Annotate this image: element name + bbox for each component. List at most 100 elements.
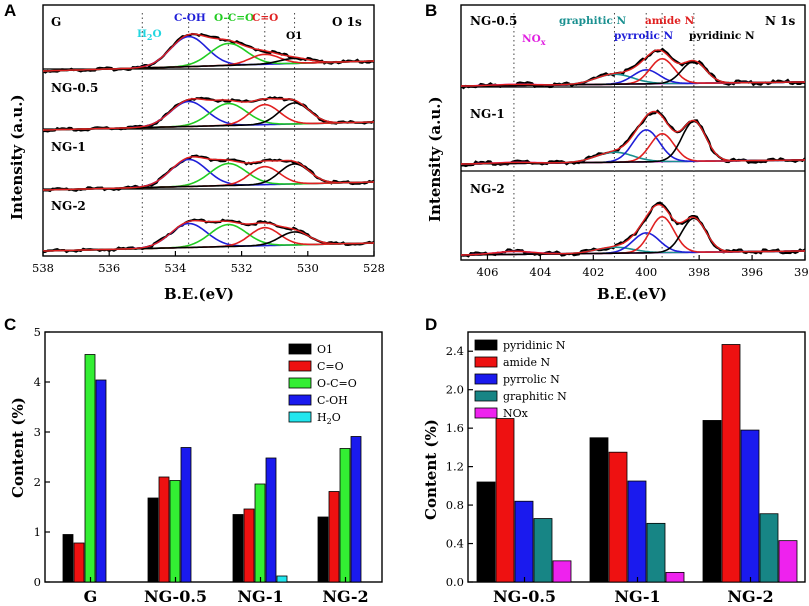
c-ytick-label-1: 1 (34, 525, 41, 539)
b-xtick-label-398: 398 (688, 265, 710, 279)
c-ytick-label-3: 3 (34, 425, 41, 439)
d-bar-amide-n-ng-2 (721, 344, 741, 583)
panel-b: B 406 404 402 400 398 396 394 NG-0.5 NG-1 NG-2… (425, 1, 809, 303)
d-legend-label-nox: NOx (503, 407, 529, 420)
b-peak-label-pyrrolic: pyrrolic N (614, 30, 674, 42)
a-peak-label-o1: O1 (286, 30, 302, 42)
b-x-axis-label: B.E.(eV) (597, 285, 667, 303)
panel-d-y-ticks: 0.0 0.4 0.8 1.2 1.6 2.0 2.4 (446, 344, 473, 589)
d-bar-pyridinic-n-ng-1 (589, 437, 609, 583)
panel-d-letter: D (425, 315, 437, 334)
c-legend-label-o-c-o: O-C=O (317, 377, 357, 390)
panel-d-legend: pyridinic N amide N pyrrolic N graphitic N N… (474, 339, 567, 420)
a-xtick-label-534: 534 (164, 261, 186, 275)
c-ytick-label-2: 2 (34, 475, 41, 489)
c-legend-label-o1: O1 (317, 343, 333, 356)
d-bar-pyridinic-n-ng-2 (702, 420, 722, 583)
c-bar-o1-ng-1 (232, 514, 244, 583)
a-peak-label-ococ: O-C=O (214, 12, 254, 24)
b-peak-label-graphitic: graphitic N (559, 15, 627, 27)
c-bar-o-c-o-ng-1 (254, 483, 266, 583)
b-xtick-label-402: 402 (582, 265, 604, 279)
c-legend-label-c-oh: C-OH (317, 394, 348, 407)
d-category-label-ng-0-5: NG-0.5 (493, 587, 556, 606)
b-experimental-ng-1 (460, 109, 806, 168)
d-bar-graphitic-n-ng-0-5 (533, 518, 553, 583)
d-legend-swatch-pyridinic-n (474, 339, 498, 351)
b-fit-envelope-ng-2 (461, 203, 805, 256)
c-bar-c-o-g (73, 542, 85, 583)
panel-b-letter: B (425, 1, 437, 20)
c-bar-o-c-o-g (84, 354, 96, 583)
c-category-label-ng-0-5: NG-0.5 (144, 587, 207, 606)
d-category-label-ng-1: NG-1 (614, 587, 660, 606)
panel-c-y-ticks: 0 1 2 3 4 5 (34, 325, 50, 589)
a-peak-label-coh: C-OH (174, 12, 206, 24)
c-ytick-label-4: 4 (34, 375, 41, 389)
c-bar-c-o-ng-2 (328, 491, 340, 583)
b-xtick-label-394: 394 (794, 265, 809, 279)
panel-a-spectra (42, 13, 375, 254)
c-bar-o-c-o-ng-0-5 (169, 480, 181, 583)
c-ytick-label-5: 5 (34, 325, 41, 339)
b-xtick-label-396: 396 (741, 265, 763, 279)
a-fit-envelope-ng-2 (42, 219, 375, 252)
c-legend-swatch-o1 (288, 343, 312, 355)
a-peak-label-co: C=O (252, 12, 278, 24)
a-xtick-label-536: 536 (98, 261, 120, 275)
c-bar-c-oh-ng-2 (350, 436, 362, 583)
d-legend-label-pyridinic-n: pyridinic N (503, 339, 566, 352)
d-bar-nox-ng-0-5 (552, 560, 572, 583)
c-bar-c-o-ng-0-5 (158, 476, 170, 583)
a-sample-label-ng1: NG-1 (51, 140, 86, 154)
d-bar-amide-n-ng-0-5 (495, 418, 515, 583)
d-legend-swatch-pyrrolic-n (474, 373, 498, 385)
panel-a-x-ticks: 538 536 534 532 530 528 (32, 251, 385, 275)
d-ytick-label-2-0: 2.0 (446, 383, 464, 397)
b-sample-label-ng1: NG-1 (470, 107, 505, 121)
b-peak-label-pyridinic: pyridinic N (689, 30, 755, 42)
b-peak-label-amide: amide N (645, 15, 695, 27)
b-xtick-label-404: 404 (529, 265, 551, 279)
b-sample-label-ng05: NG-0.5 (470, 14, 517, 28)
d-bar-amide-n-ng-1 (608, 451, 628, 583)
c-legend-swatch-o-c-o (288, 377, 312, 389)
panel-c-frame (44, 331, 383, 583)
d-category-label-ng-2: NG-2 (727, 587, 773, 606)
c-bar-h2o-ng-1 (276, 575, 288, 583)
d-bar-pyrrolic-n-ng-0-5 (514, 500, 534, 583)
panel-c: C 0 1 2 3 4 5 G NG-0.5 NG-1 NG-2 O1 C=O O-C=O C-OH H… (4, 315, 383, 606)
a-xtick-label-528: 528 (363, 261, 385, 275)
c-legend-swatch-c-o (288, 360, 312, 372)
panel-d: D 0.0 0.4 0.8 1.2 1.6 2.0 2.4 NG-0.5 NG-1 NG-2 p… (422, 315, 806, 606)
d-ytick-label-1-2: 1.2 (446, 460, 464, 474)
d-ytick-label-1-6: 1.6 (446, 421, 464, 435)
d-legend-swatch-amide-n (474, 356, 498, 368)
a-x-axis-label: B.E.(eV) (164, 285, 234, 303)
c-bar-o-c-o-ng-2 (339, 448, 351, 583)
c-category-label-ng-2: NG-2 (322, 587, 368, 606)
a-xtick-label-530: 530 (297, 261, 319, 275)
a-component-o1-ng-1 (42, 163, 375, 191)
d-legend-label-pyrrolic-n: pyrrolic N (503, 373, 560, 386)
panel-c-legend: O1 C=O O-C=O C-OH H2O (288, 343, 357, 426)
d-legend-label-graphitic-n: graphitic N (503, 390, 567, 403)
b-xtick-label-400: 400 (635, 265, 657, 279)
d-ytick-label-2-4: 2.4 (446, 344, 464, 358)
panel-b-x-ticks: 406 404 402 400 398 396 394 (476, 255, 809, 279)
c-bar-o1-ng-2 (317, 516, 329, 583)
a-component-o1-ng-0-5 (42, 102, 375, 131)
c-bar-c-oh-ng-1 (265, 457, 277, 583)
d-legend-swatch-nox (474, 407, 498, 419)
c-bar-c-oh-ng-0-5 (180, 447, 192, 583)
b-sample-label-ng2: NG-2 (470, 182, 505, 196)
d-bar-graphitic-n-ng-1 (646, 522, 666, 583)
panel-c-categories: G NG-0.5 NG-1 NG-2 (84, 577, 369, 606)
c-bar-c-oh-g (95, 379, 107, 583)
d-bar-pyridinic-n-ng-0-5 (476, 481, 496, 583)
b-experimental-ng-2 (460, 201, 806, 258)
b-component-amide-n-ng-1 (461, 132, 805, 165)
c-category-label-ng-1: NG-1 (237, 587, 283, 606)
panel-b-frame (460, 4, 806, 261)
